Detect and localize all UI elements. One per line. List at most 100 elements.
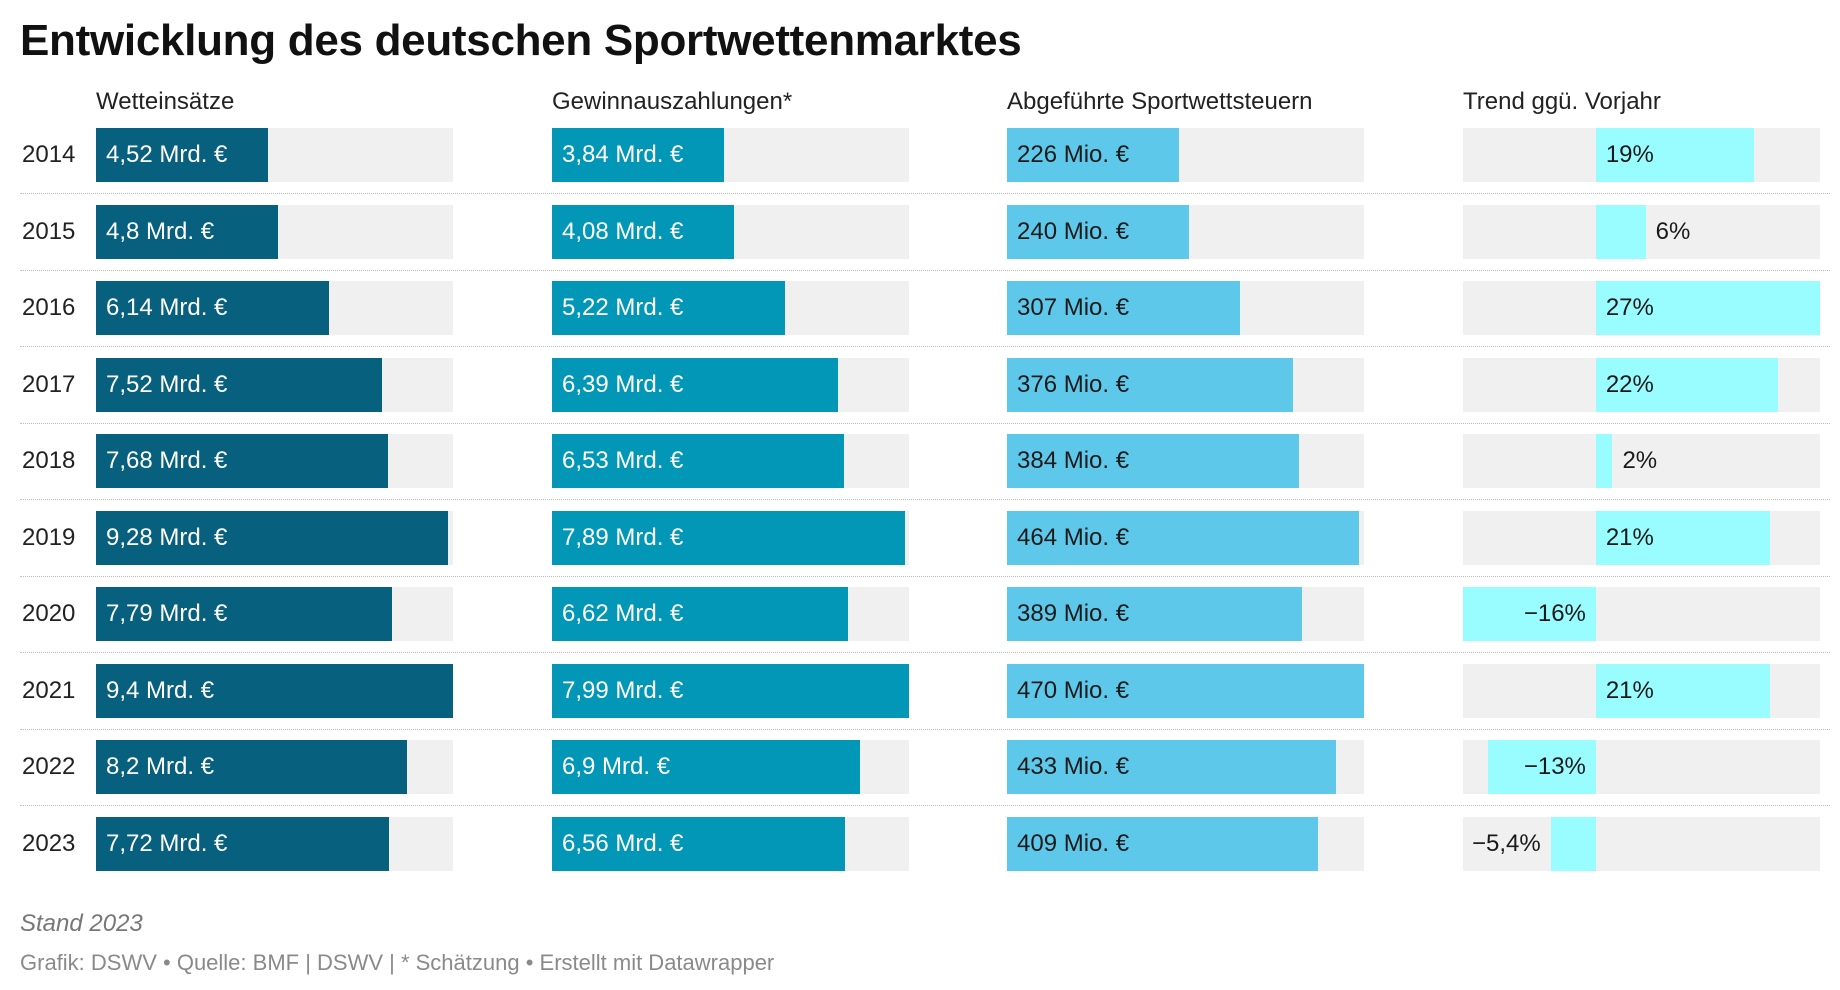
data-label: 7,52 Mrd. € [106, 370, 228, 398]
year-label: 2020 [22, 600, 76, 627]
column-header: Gewinnauszahlungen* [552, 88, 793, 115]
data-label: −5,4% [1472, 829, 1541, 857]
bar [1595, 663, 1771, 718]
row-separator [20, 193, 1830, 194]
bar [1007, 587, 1303, 641]
chart-title: Entwicklung des deutschen Sportwettenmar… [20, 16, 1022, 65]
chart-note: Stand 2023 [20, 910, 143, 937]
data-label: 7,89 Mrd. € [562, 523, 684, 551]
data-label: 433 Mio. € [1017, 753, 1130, 780]
row-separator [20, 728, 1830, 730]
year-label: 2022 [22, 753, 76, 780]
data-label: 19% [1605, 141, 1654, 168]
bar [96, 587, 392, 641]
data-label: 7,72 Mrd. € [106, 829, 228, 857]
data-label: −13% [1523, 753, 1586, 780]
data-label: 409 Mio. € [1017, 829, 1130, 857]
bar [1463, 587, 1596, 641]
row-separator [20, 346, 1830, 347]
row-separator [20, 422, 1830, 424]
data-label: 6,56 Mrd. € [562, 829, 684, 857]
year-label: 2015 [22, 217, 76, 245]
bar [1007, 510, 1360, 565]
bar [552, 663, 909, 718]
data-label: 9,4 Mrd. € [106, 676, 215, 704]
data-label: 6,39 Mrd. € [562, 370, 684, 398]
data-label: 5,22 Mrd. € [562, 294, 684, 321]
year-label: 2014 [22, 141, 76, 168]
bar-track [1463, 434, 1820, 488]
bar [552, 128, 724, 182]
row-separator [20, 499, 1830, 500]
year-label: 2019 [22, 523, 76, 551]
bar [96, 663, 453, 718]
bar [1487, 740, 1596, 794]
data-label: 22% [1605, 370, 1654, 398]
row-separator [20, 269, 1830, 271]
bar [1007, 740, 1336, 794]
data-label: 376 Mio. € [1017, 370, 1130, 398]
bar [96, 740, 408, 794]
row-separator [20, 805, 1830, 806]
data-label: 2% [1622, 447, 1658, 474]
bar [1595, 357, 1779, 412]
bar [1595, 510, 1771, 565]
bar [1007, 128, 1179, 182]
data-label: 6,9 Mrd. € [562, 753, 671, 780]
row-separator [20, 575, 1830, 577]
data-label: 8,2 Mrd. € [106, 753, 215, 780]
bar [552, 587, 848, 641]
data-label: 470 Mio. € [1017, 676, 1130, 704]
data-label: 27% [1605, 294, 1654, 321]
data-label: −16% [1523, 600, 1586, 627]
data-label: 240 Mio. € [1017, 217, 1130, 245]
year-label: 2017 [22, 370, 76, 398]
data-label: 21% [1605, 523, 1654, 551]
bar [552, 434, 844, 488]
data-label: 6% [1655, 217, 1691, 245]
row-separator [20, 652, 1830, 653]
bar [552, 204, 735, 259]
bar [552, 357, 838, 412]
data-label: 226 Mio. € [1017, 141, 1130, 168]
data-label: 389 Mio. € [1017, 600, 1130, 627]
bar [1595, 128, 1754, 182]
chart-footer: Grafik: DSWV • Quelle: BMF | DSWV | * Sc… [20, 950, 775, 975]
bar [96, 816, 390, 871]
bar [1551, 816, 1596, 871]
bar [1007, 357, 1293, 412]
data-label: 6,62 Mrd. € [562, 600, 684, 627]
bar [1007, 204, 1190, 259]
bar [552, 281, 786, 335]
data-label: 4,52 Mrd. € [106, 141, 228, 168]
bar [552, 740, 861, 794]
bar [1007, 816, 1318, 871]
bar [552, 816, 846, 871]
data-label: 6,53 Mrd. € [562, 447, 684, 474]
bar [96, 357, 382, 412]
data-label: 9,28 Mrd. € [106, 523, 228, 551]
year-label: 2018 [22, 447, 76, 474]
bar [1595, 204, 1646, 259]
data-label: 3,84 Mrd. € [562, 141, 684, 168]
bar [96, 128, 268, 182]
bar [1007, 281, 1241, 335]
column-header: Abgeführte Sportwettsteuern [1007, 88, 1313, 115]
data-label: 7,68 Mrd. € [106, 447, 228, 474]
data-label: 307 Mio. € [1017, 294, 1130, 321]
data-label: 7,99 Mrd. € [562, 676, 684, 704]
bar-track [1463, 816, 1820, 871]
year-label: 2023 [22, 829, 76, 857]
data-label: 464 Mio. € [1017, 523, 1130, 551]
bar [552, 510, 905, 565]
bar [96, 510, 449, 565]
year-label: 2016 [22, 294, 76, 321]
data-label: 4,08 Mrd. € [562, 217, 684, 245]
bar [96, 434, 388, 488]
data-label: 7,79 Mrd. € [106, 600, 228, 627]
column-header: Wetteinsätze [96, 88, 235, 115]
data-label: 384 Mio. € [1017, 447, 1130, 474]
bar [96, 281, 330, 335]
column-header: Trend ggü. Vorjahr [1463, 88, 1661, 115]
bar [1595, 281, 1820, 335]
